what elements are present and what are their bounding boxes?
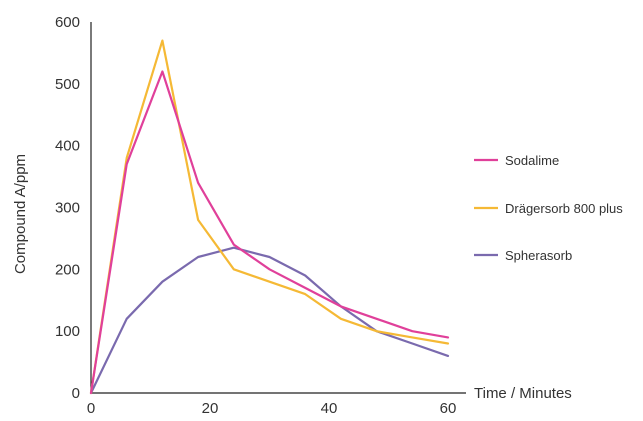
- y-tick-label: 500: [55, 76, 80, 93]
- x-tick-label: 60: [440, 400, 457, 416]
- y-axis-title: Compound A/ppm: [12, 154, 29, 274]
- legend-item: Spherasorb: [474, 248, 572, 263]
- series-line-dr-gersorb-800-plus: [89, 39, 450, 395]
- legend-label: Drägersorb 800 plus: [505, 201, 623, 216]
- y-tick-label: 200: [55, 261, 80, 278]
- y-tick-label: 400: [55, 138, 80, 155]
- x-axis-title: Time / Minutes: [474, 385, 572, 402]
- y-axis-ticks: 0 100 200 300 400 500 600: [55, 14, 80, 402]
- x-tick-label: 20: [202, 400, 219, 416]
- legend-item: Drägersorb 800 plus: [474, 201, 623, 216]
- legend: Sodalime Drägersorb 800 plus Spherasorb: [474, 153, 623, 263]
- y-tick-label: 600: [55, 14, 80, 31]
- legend-item: Sodalime: [474, 153, 559, 168]
- series-line-sodalime: [89, 70, 450, 395]
- x-tick-label: 0: [87, 400, 95, 416]
- series-line-spherasorb: [89, 246, 450, 395]
- series-lines: [89, 39, 450, 395]
- y-tick-label: 100: [55, 323, 80, 340]
- x-tick-label: 40: [321, 400, 338, 416]
- x-axis-ticks: 0 20 40 60: [87, 400, 457, 417]
- y-tick-label: 0: [72, 385, 80, 402]
- y-tick-label: 300: [55, 200, 80, 217]
- legend-label: Spherasorb: [505, 248, 572, 263]
- legend-label: Sodalime: [505, 153, 559, 168]
